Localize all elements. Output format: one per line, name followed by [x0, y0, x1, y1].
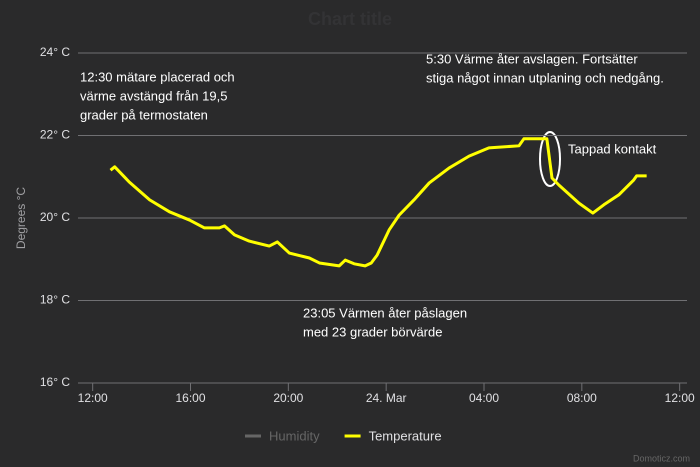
- y-tick-label: 20° C: [40, 210, 70, 224]
- legend-label: Temperature: [369, 428, 442, 443]
- annotation-text: 23:05 Värmen åter påslagen: [303, 305, 467, 320]
- credits: Domoticz.com: [633, 453, 690, 463]
- annotation-text: stiga något innan utplaning och nedgång.: [426, 70, 664, 85]
- y-tick-label: 22° C: [40, 128, 70, 142]
- x-tick-label: 08:00: [567, 391, 597, 405]
- x-tick-label: 24. Mar: [366, 391, 407, 405]
- y-axis-label: Degrees °C: [14, 187, 28, 249]
- annotation-text: 12:30 mätare placerad och: [80, 69, 235, 84]
- x-tick-label: 04:00: [469, 391, 499, 405]
- x-tick-label: 12:00: [665, 391, 695, 405]
- annotation-text: med 23 grader börvärde: [303, 324, 442, 339]
- y-tick-label: 24° C: [40, 45, 70, 59]
- legend-label: Humidity: [269, 428, 320, 443]
- x-tick-label: 20:00: [273, 391, 303, 405]
- y-tick-label: 16° C: [40, 375, 70, 389]
- y-tick-label: 18° C: [40, 293, 70, 307]
- x-tick-label: 12:00: [78, 391, 108, 405]
- annotation-text: Tappad kontakt: [568, 141, 657, 156]
- series-line: [109, 137, 647, 268]
- annotation-text: värme avstängd från 19,5: [80, 88, 227, 103]
- chart-title: Chart title: [308, 9, 392, 29]
- annotation-text: 5:30 Värme åter avslagen. Fortsätter: [426, 51, 638, 66]
- highlight-ellipse: [539, 131, 561, 187]
- x-tick-label: 16:00: [175, 391, 205, 405]
- annotation-text: grader på termostaten: [80, 107, 208, 122]
